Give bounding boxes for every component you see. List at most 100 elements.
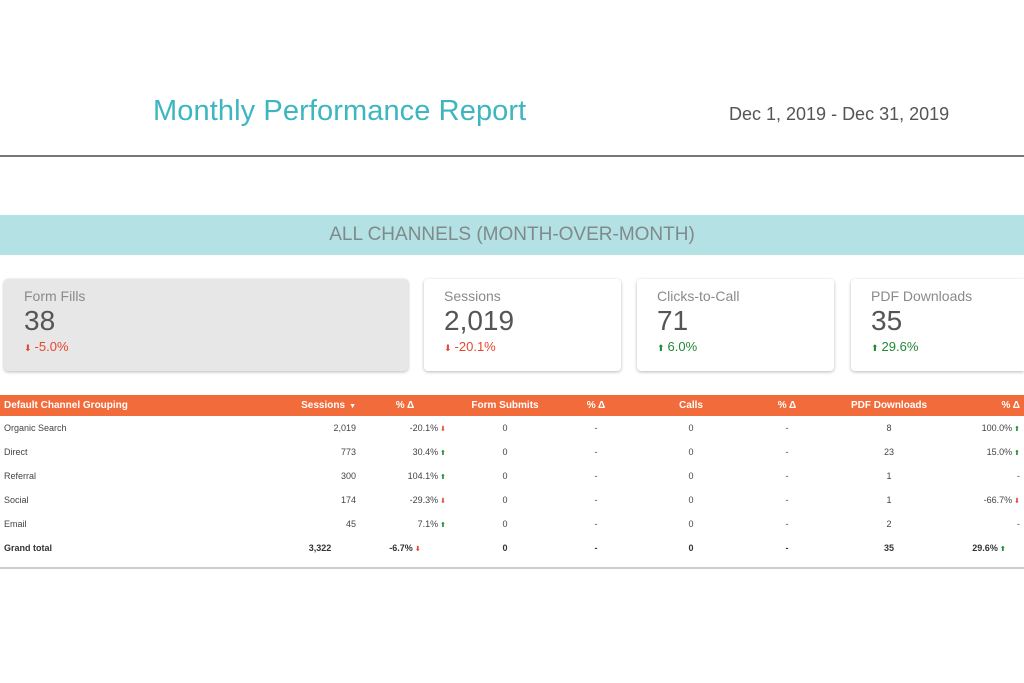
cell-channel: Grand total: [4, 542, 53, 553]
arrow-up-icon: ⬆: [440, 450, 446, 457]
cell-form-delta: -: [594, 519, 598, 529]
kpi-label: Sessions: [444, 288, 501, 304]
arrow-down-icon: ⬇: [444, 343, 452, 353]
column-header-form-submits[interactable]: Form Submits: [450, 395, 560, 416]
cell-calls: 0: [688, 471, 694, 481]
cell-sessions-delta: -6.7% ⬇: [389, 542, 421, 553]
cell-calls: 0: [688, 519, 694, 529]
cell-calls-delta: -: [785, 542, 789, 553]
cell-pdf: 1: [886, 471, 892, 481]
cell-form-submits: 0: [502, 471, 508, 481]
kpi-delta: ⬆ 6.0%: [657, 339, 698, 354]
cell-calls-delta: -: [785, 447, 789, 457]
kpi-card-sessions[interactable]: Sessions 2,019 ⬇ -20.1%: [424, 279, 621, 371]
section-banner: ALL CHANNELS (MONTH-OVER-MONTH): [0, 215, 1024, 255]
kpi-card-form-fills[interactable]: Form Fills 38 ⬇ -5.0%: [4, 279, 408, 371]
cell-pdf-delta: 15.0% ⬆: [986, 447, 1020, 457]
cell-calls: 0: [688, 542, 694, 553]
cell-pdf-delta: -: [1017, 519, 1020, 529]
arrow-up-icon: ⬆: [657, 343, 665, 353]
column-header-sessions[interactable]: Sessions ▼: [280, 395, 360, 416]
kpi-label: PDF Downloads: [871, 288, 973, 304]
kpi-value: 35: [871, 305, 903, 336]
cell-channel: Organic Search: [4, 423, 67, 433]
table-row[interactable]: Social 174 -29.3% ⬇ 0 - 0 - 1 -66.7% ⬇: [0, 488, 1024, 512]
date-range-selector[interactable]: Dec 1, 2019 - Dec 31, 2019: [729, 104, 950, 124]
cell-sessions: 3,322: [308, 542, 332, 553]
arrow-up-icon: ⬆: [999, 545, 1006, 553]
table-header-row: Default Channel Grouping Sessions ▼ % Δ F…: [0, 395, 1024, 416]
cell-form-submits: 0: [502, 542, 508, 553]
cell-sessions: 45: [345, 519, 356, 529]
cell-form-submits: 0: [502, 519, 508, 529]
cell-pdf: 35: [883, 542, 894, 553]
cell-sessions-delta: -20.1% ⬇: [409, 423, 446, 433]
column-header-channel[interactable]: Default Channel Grouping: [0, 395, 280, 416]
cell-sessions: 773: [340, 447, 356, 457]
cell-form-delta: -: [594, 471, 598, 481]
column-header-calls-delta[interactable]: % Δ: [750, 395, 824, 416]
cell-calls-delta: -: [785, 519, 789, 529]
column-header-sessions-delta[interactable]: % Δ: [360, 395, 450, 416]
arrow-up-icon: ⬆: [1014, 426, 1020, 433]
column-header-pdf-delta[interactable]: % Δ: [954, 395, 1024, 416]
cell-channel: Email: [4, 519, 27, 529]
arrow-up-icon: ⬆: [871, 343, 879, 353]
cell-pdf: 1: [886, 495, 892, 505]
cell-channel: Direct: [4, 447, 28, 457]
table-row[interactable]: Direct 773 30.4% ⬆ 0 - 0 - 23 15.0% ⬆: [0, 440, 1024, 464]
cell-pdf-delta: 100.0% ⬆: [981, 423, 1020, 433]
kpi-delta: ⬆ 29.6%: [871, 339, 919, 354]
cell-calls-delta: -: [785, 495, 789, 505]
kpi-delta: ⬇ -20.1%: [444, 339, 496, 354]
table-row[interactable]: Organic Search 2,019 -20.1% ⬇ 0 - 0 - 8 100.0% ⬆: [0, 416, 1024, 440]
channel-table: Default Channel Grouping Sessions ▼ % Δ F…: [0, 395, 1024, 569]
cell-sessions: 300: [340, 471, 356, 481]
cell-pdf-delta: -: [1017, 471, 1020, 481]
cell-form-submits: 0: [502, 423, 508, 433]
cell-form-submits: 0: [502, 495, 508, 505]
kpi-card-clicks-to-call[interactable]: Clicks-to-Call 71 ⬆ 6.0%: [637, 279, 834, 371]
column-header-pdf-downloads[interactable]: PDF Downloads: [824, 395, 954, 416]
cell-channel: Referral: [4, 471, 37, 481]
cell-calls: 0: [688, 495, 694, 505]
table-row[interactable]: Referral 300 104.1% ⬆ 0 - 0 - 1 -: [0, 464, 1024, 488]
arrow-down-icon: ⬇: [1014, 498, 1020, 505]
cell-pdf: 8: [886, 423, 892, 433]
cell-calls: 0: [688, 447, 694, 457]
cell-form-delta: -: [594, 423, 598, 433]
arrow-up-icon: ⬆: [440, 522, 446, 529]
table-row[interactable]: Email 45 7.1% ⬆ 0 - 0 - 2 -: [0, 512, 1024, 536]
cell-calls: 0: [688, 423, 694, 433]
header-divider: [0, 155, 1024, 157]
cell-form-delta: -: [594, 495, 598, 505]
kpi-delta: ⬇ -5.0%: [24, 339, 69, 354]
cell-pdf-delta: -66.7% ⬇: [983, 495, 1020, 505]
kpi-value: 2,019: [444, 305, 515, 336]
arrow-up-icon: ⬆: [1014, 450, 1020, 457]
cell-form-delta: -: [594, 447, 598, 457]
cell-sessions-delta: 104.1% ⬆: [407, 471, 446, 481]
cell-pdf: 2: [886, 519, 892, 529]
sort-desc-icon[interactable]: ▼: [349, 403, 356, 410]
column-header-calls[interactable]: Calls: [632, 395, 750, 416]
arrow-down-icon: ⬇: [440, 426, 446, 433]
column-header-form-delta[interactable]: % Δ: [560, 395, 632, 416]
kpi-label: Form Fills: [24, 288, 86, 304]
cell-sessions-delta: -29.3% ⬇: [409, 495, 446, 505]
cell-pdf-delta: 29.6% ⬆: [972, 542, 1006, 553]
arrow-down-icon: ⬇: [414, 545, 421, 553]
grand-total-row[interactable]: Grand total 3,322 -6.7% ⬇ 0 - 0 - 35 29.6% ⬆: [0, 536, 1024, 559]
kpi-value: 38: [24, 305, 56, 336]
cell-calls-delta: -: [785, 423, 789, 433]
kpi-card-pdf-downloads[interactable]: PDF Downloads 35 ⬆ 29.6%: [851, 279, 1024, 371]
cell-calls-delta: -: [785, 471, 789, 481]
cell-pdf: 23: [883, 447, 894, 457]
cell-form-submits: 0: [502, 447, 508, 457]
cell-form-delta: -: [594, 542, 598, 553]
cell-channel: Social: [4, 495, 29, 505]
kpi-label: Clicks-to-Call: [657, 288, 740, 304]
page-title: Monthly Performance Report: [153, 95, 527, 127]
arrow-down-icon: ⬇: [440, 498, 446, 505]
arrow-up-icon: ⬆: [440, 474, 446, 481]
